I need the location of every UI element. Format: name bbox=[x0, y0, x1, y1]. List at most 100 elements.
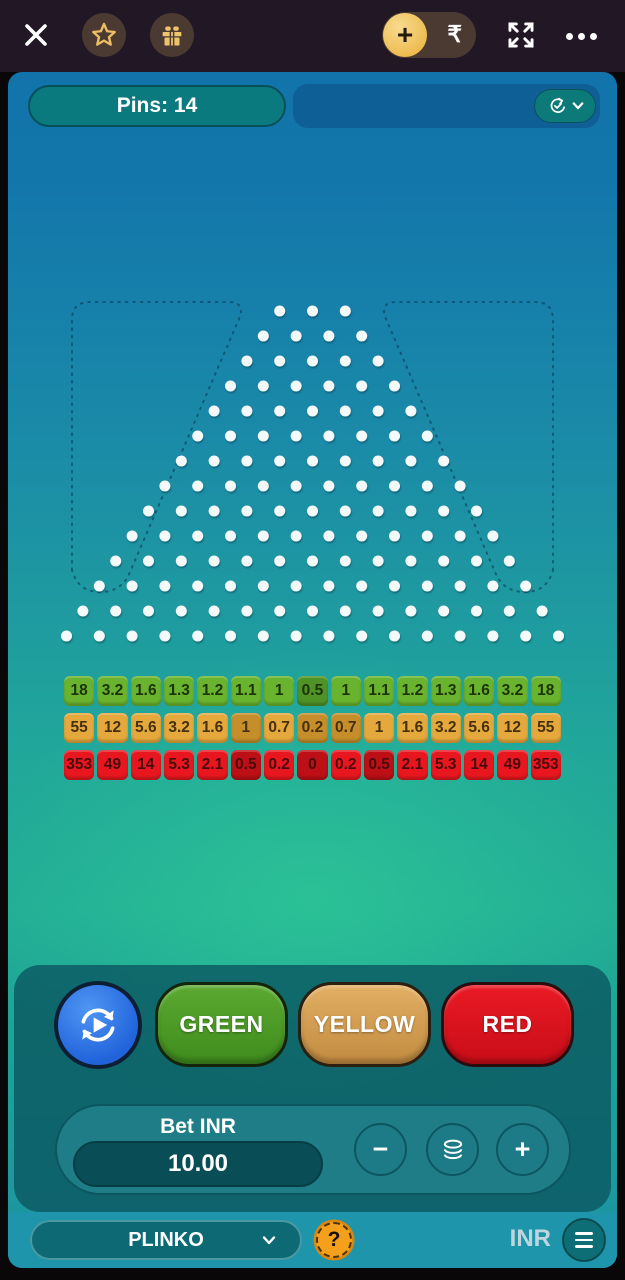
pin bbox=[274, 605, 286, 617]
bet-increase-button[interactable]: + bbox=[496, 1123, 549, 1176]
pin bbox=[339, 505, 351, 517]
pin bbox=[77, 605, 89, 617]
pin bbox=[307, 405, 318, 417]
pins-count-pill: Pins: 14 bbox=[28, 85, 286, 127]
pin bbox=[471, 555, 482, 567]
drop-zone-left bbox=[71, 301, 242, 594]
multiplier-cell-red-3: 5.3 bbox=[163, 750, 195, 780]
multiplier-cell-red-9: 0.5 bbox=[363, 750, 395, 780]
bet-button-yellow[interactable]: YELLOW bbox=[298, 982, 431, 1067]
multiplier-cell-red-7: 0 bbox=[297, 750, 328, 780]
hamburger-menu-button[interactable] bbox=[562, 1218, 606, 1262]
question-icon: ? bbox=[327, 1228, 341, 1251]
pin bbox=[110, 555, 122, 567]
pin bbox=[356, 380, 368, 392]
bet-decrease-button[interactable]: − bbox=[354, 1123, 407, 1176]
pin bbox=[257, 530, 269, 542]
pin bbox=[389, 630, 400, 642]
gift-button[interactable] bbox=[150, 13, 194, 57]
pin bbox=[241, 505, 253, 517]
multiplier-cell-yellow-3: 3.2 bbox=[163, 713, 195, 743]
multiplier-cell-red-12: 14 bbox=[463, 750, 495, 780]
multiplier-cell-yellow-2: 5.6 bbox=[130, 713, 161, 743]
pin bbox=[323, 330, 335, 342]
pin bbox=[159, 530, 171, 542]
pin bbox=[323, 580, 335, 592]
history-dropdown-button[interactable] bbox=[534, 89, 596, 123]
pin bbox=[339, 355, 351, 367]
multiplier-cell-green-7: 0.5 bbox=[297, 676, 328, 706]
pin bbox=[356, 480, 368, 492]
pin bbox=[438, 455, 450, 467]
bet-amount-value[interactable]: 10.00 bbox=[73, 1141, 323, 1187]
pin bbox=[503, 605, 515, 617]
pin bbox=[323, 480, 335, 492]
pin bbox=[307, 505, 318, 517]
multiplier-row-green: 18 3.2 1.6 1.3 1.2 1.1 1 0.5 1 1.1 1.2 1.3 1.6 3.2 18 bbox=[64, 676, 561, 706]
more-menu-button[interactable] bbox=[566, 24, 610, 48]
fullscreen-button[interactable] bbox=[501, 16, 541, 56]
favorites-button[interactable] bbox=[82, 13, 126, 57]
chevron-down-icon bbox=[262, 1236, 276, 1245]
history-icon bbox=[550, 97, 565, 113]
rupee-icon: ₹ bbox=[447, 21, 462, 47]
pin bbox=[241, 405, 253, 417]
autoplay-button[interactable] bbox=[54, 981, 142, 1069]
pin bbox=[372, 455, 384, 467]
pin bbox=[225, 480, 236, 492]
pin bbox=[290, 380, 302, 392]
pin bbox=[356, 580, 368, 592]
pin bbox=[192, 530, 204, 542]
pin bbox=[405, 405, 417, 417]
multiplier-cell-green-10: 1.2 bbox=[397, 676, 428, 706]
bet-button-red[interactable]: RED bbox=[441, 982, 574, 1067]
pin bbox=[487, 580, 499, 592]
game-select-dropdown[interactable]: PLINKO bbox=[30, 1220, 302, 1260]
pin bbox=[61, 630, 72, 642]
multiplier-cell-yellow-13: 12 bbox=[497, 713, 528, 743]
pin bbox=[389, 430, 400, 442]
pin bbox=[389, 530, 400, 542]
pin bbox=[323, 380, 335, 392]
pin bbox=[487, 530, 499, 542]
deposit-button[interactable]: + ₹ bbox=[382, 12, 476, 58]
pin bbox=[405, 505, 417, 517]
pin bbox=[438, 605, 450, 617]
pin bbox=[225, 580, 236, 592]
currency-label: INR bbox=[509, 1225, 551, 1252]
pin bbox=[307, 605, 318, 617]
pin bbox=[290, 580, 302, 592]
multiplier-cell-green-11: 1.3 bbox=[430, 676, 461, 706]
bet-presets-button[interactable] bbox=[426, 1123, 479, 1176]
pin bbox=[159, 480, 171, 492]
pin bbox=[307, 355, 318, 367]
results-history-bar[interactable] bbox=[293, 84, 600, 128]
bet-button-green[interactable]: GREEN bbox=[155, 982, 288, 1067]
pin bbox=[208, 505, 220, 517]
pin bbox=[126, 530, 138, 542]
pin bbox=[257, 430, 269, 442]
pin bbox=[290, 330, 302, 342]
multiplier-cell-green-6: 1 bbox=[263, 676, 295, 706]
help-button[interactable]: ? bbox=[316, 1222, 352, 1258]
multiplier-cell-yellow-5: 1 bbox=[230, 713, 261, 743]
multiplier-cell-red-0: 353 bbox=[64, 750, 95, 780]
multiplier-cell-red-2: 14 bbox=[130, 750, 161, 780]
multiplier-cell-green-2: 1.6 bbox=[130, 676, 161, 706]
close-button[interactable] bbox=[17, 16, 55, 54]
pin bbox=[290, 530, 302, 542]
multiplier-cell-yellow-9: 1 bbox=[363, 713, 395, 743]
top-bar: + ₹ bbox=[0, 0, 625, 72]
pin bbox=[471, 605, 482, 617]
pin bbox=[356, 430, 368, 442]
multiplier-row-red: 353 49 14 5.3 2.1 0.5 0.2 0 0.2 0.5 2.1 5.3 14 49 353 bbox=[64, 750, 561, 780]
pin bbox=[421, 580, 433, 592]
pin bbox=[323, 530, 335, 542]
pin bbox=[241, 605, 253, 617]
pin bbox=[175, 505, 187, 517]
multiplier-cell-red-13: 49 bbox=[497, 750, 528, 780]
pin bbox=[192, 480, 204, 492]
pin bbox=[175, 605, 187, 617]
star-icon bbox=[92, 22, 116, 46]
bet-currency-label: Bet INR bbox=[160, 1115, 236, 1138]
